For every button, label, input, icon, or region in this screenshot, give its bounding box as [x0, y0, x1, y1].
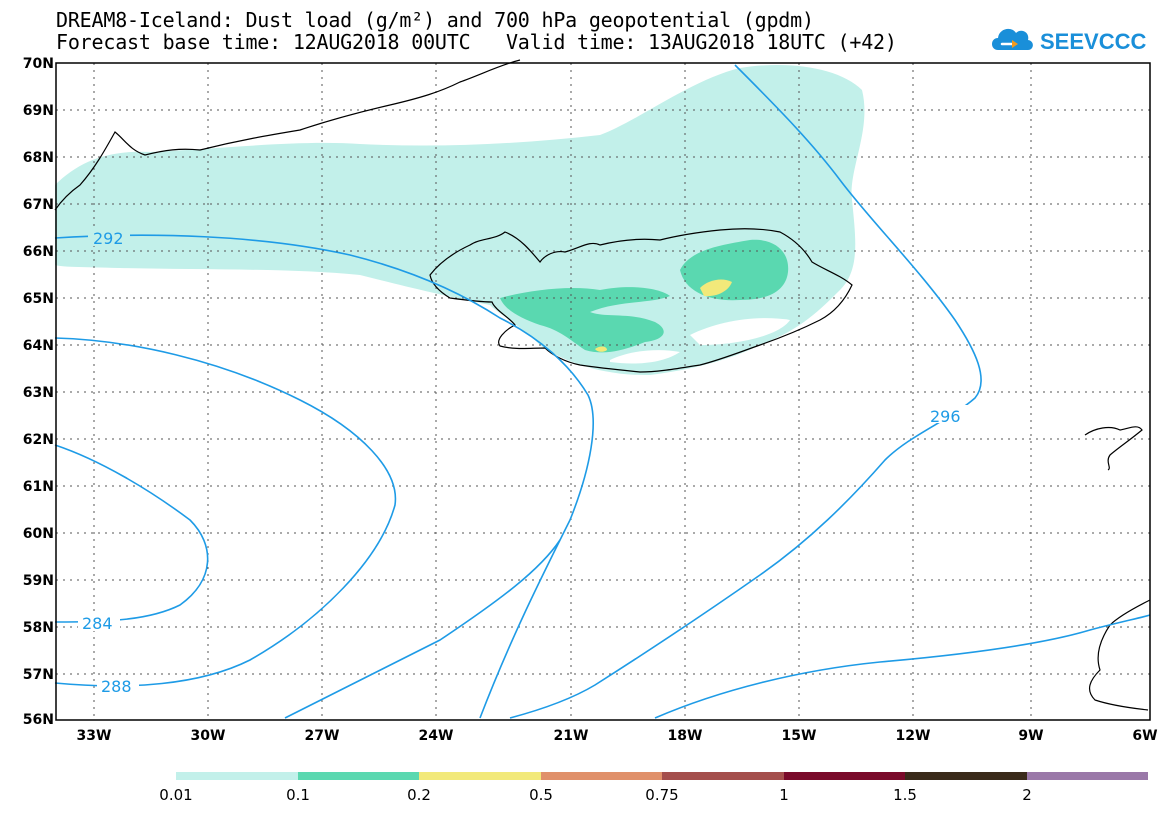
colorbar-label: 2	[1022, 786, 1032, 804]
colorbar-swatch	[419, 772, 541, 780]
lon-label: 9W	[1018, 728, 1044, 744]
faroe-coast	[1084, 426, 1143, 471]
lat-label: 56N	[22, 712, 54, 728]
lat-label: 68N	[22, 150, 54, 166]
colorbar-swatch	[783, 772, 905, 780]
lon-label: 15W	[781, 728, 817, 744]
colorbar-swatch	[1026, 772, 1148, 780]
lon-label: 33W	[76, 728, 112, 744]
lat-label: 67N	[22, 197, 54, 213]
contour-label-288: 288	[101, 677, 132, 696]
lon-label: 18W	[667, 728, 703, 744]
colorbar-label: 0.1	[286, 786, 310, 804]
lat-label: 59N	[22, 573, 54, 589]
dust-area-0.2	[700, 279, 732, 297]
lat-label: 66N	[22, 244, 54, 260]
contour-284	[54, 444, 209, 623]
lon-label: 21W	[553, 728, 589, 744]
lat-label: 62N	[22, 432, 54, 448]
map-frame	[55, 62, 1151, 721]
map-title-line2: Forecast base time: 12AUG2018 00UTC Vali…	[56, 30, 897, 54]
contour-label-292: 292	[93, 229, 124, 248]
lon-label: 12W	[895, 728, 931, 744]
colorbar-label: 1.5	[893, 786, 917, 804]
colorbar-swatch	[905, 772, 1027, 780]
lon-label: 27W	[304, 728, 340, 744]
lon-label: 24W	[418, 728, 454, 744]
contour-label-296: 296	[930, 407, 961, 426]
lon-label: 6W	[1132, 728, 1158, 744]
colorbar-label: 1	[779, 786, 789, 804]
lat-label: 65N	[22, 291, 54, 307]
lat-label: 61N	[22, 479, 54, 495]
lat-label: 57N	[22, 667, 54, 683]
lat-label: 63N	[22, 385, 54, 401]
lat-label: 70N	[22, 56, 54, 72]
contour-288	[54, 337, 397, 687]
coastline	[54, 59, 1151, 711]
colorbar-label: 0.75	[645, 786, 679, 804]
colorbar-label: 0.5	[529, 786, 553, 804]
graticule	[56, 63, 1150, 720]
colorbar-label: 0.01	[159, 786, 193, 804]
scotland-coast	[1088, 599, 1151, 711]
iceland-coast	[429, 228, 853, 373]
colorbar-swatch	[540, 772, 662, 780]
contour-lower	[284, 539, 561, 719]
colorbar-swatch	[297, 772, 419, 780]
seevccc-logo: SEEVCCC	[992, 28, 1146, 54]
colorbar-label: 0.2	[407, 786, 431, 804]
cloud-icon	[992, 28, 1033, 50]
map-title-line1: DREAM8-Iceland: Dust load (g/m²) and 700…	[56, 8, 814, 32]
lat-label: 69N	[22, 103, 54, 119]
contour-292	[54, 234, 594, 719]
contour-label-284: 284	[82, 614, 113, 633]
colorbar-swatch	[176, 772, 298, 780]
geopotential-contours	[54, 64, 1151, 719]
contour-south	[654, 614, 1151, 719]
lat-label: 64N	[22, 338, 54, 354]
logo-text: SEEVCCC	[1040, 29, 1146, 54]
colorbar-swatch	[662, 772, 784, 780]
lat-label: 60N	[22, 526, 54, 542]
colorbar	[176, 772, 1148, 780]
lon-label: 30W	[190, 728, 226, 744]
lat-label: 58N	[22, 620, 54, 636]
contour-296	[509, 64, 982, 719]
greenland-coast	[54, 59, 521, 211]
